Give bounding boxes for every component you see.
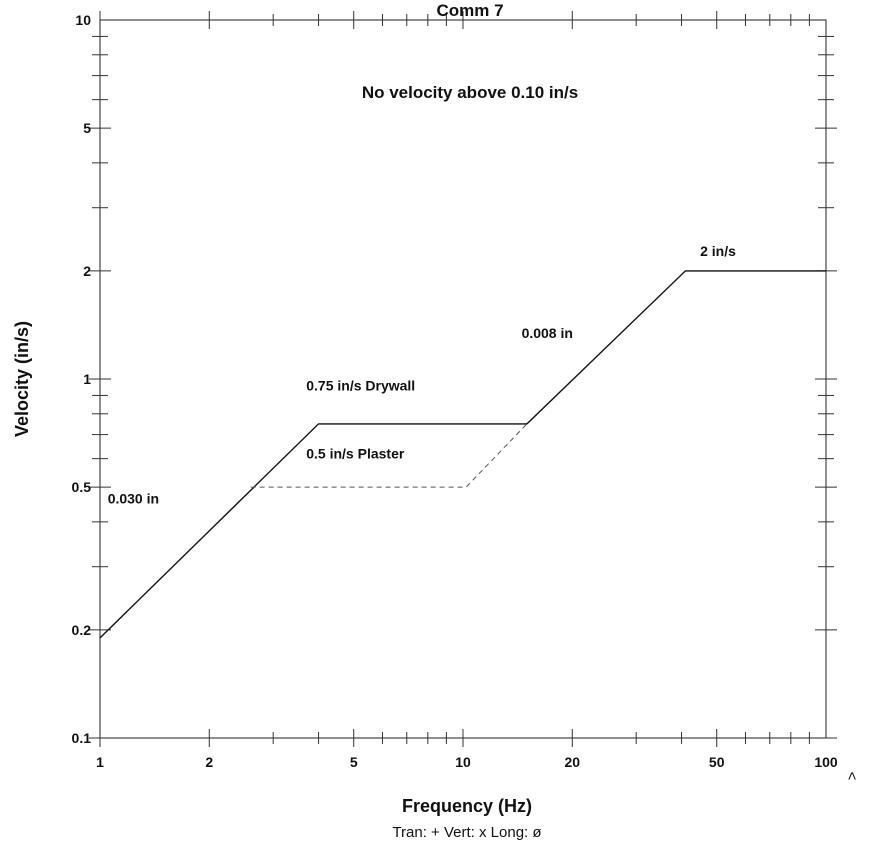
y-tick-label: 10 [75, 12, 91, 28]
criterion-annotation: 0.75 in/s Drywall [306, 377, 415, 393]
criterion-line-drywall [99, 270, 826, 639]
corner-mark: > [844, 771, 861, 780]
criterion-annotation: 0.5 in/s Plaster [306, 446, 405, 462]
plot-frame [99, 19, 827, 739]
velocity-limit-note: No velocity above 0.10 in/s [362, 83, 578, 102]
chart-title: Comm 7 [436, 1, 503, 20]
y-tick-label: 2 [83, 263, 91, 279]
series-group [99, 270, 826, 639]
direction-legend: Tran: + Vert: x Long: ø [392, 824, 541, 841]
x-tick-label: 5 [350, 754, 358, 770]
x-tick-label: 2 [205, 754, 213, 770]
criterion-annotation: 0.008 in [522, 325, 573, 341]
y-tick-label: 1 [83, 371, 91, 387]
y-tick-label: 0.5 [72, 479, 92, 495]
criterion-line-plaster [250, 423, 528, 488]
y-tick-label: 0.1 [72, 730, 92, 746]
x-tick-label: 50 [709, 754, 725, 770]
x-tick-label: 1 [96, 754, 104, 770]
y-tick-label: 0.2 [72, 622, 92, 638]
criterion-annotation: 0.030 in [108, 490, 159, 506]
x-tick-labels: 1 2 5 10 20 50 100 [96, 754, 838, 770]
x-tick-label: 10 [455, 754, 471, 770]
y-tick-labels: 0.1 0.2 0.5 1 2 5 10 [72, 12, 92, 746]
chart-annotations: 0.030 in 0.75 in/s Drywall 0.5 in/s Plaste… [108, 243, 736, 506]
x-axis-label: Frequency (Hz) [402, 796, 532, 816]
axis-ticks [89, 11, 837, 747]
x-tick-label: 100 [814, 754, 838, 770]
criterion-annotation: 2 in/s [700, 243, 736, 259]
y-axis-label: Velocity (in/s) [12, 321, 32, 437]
x-tick-label: 20 [564, 754, 580, 770]
y-tick-label: 5 [83, 120, 91, 136]
